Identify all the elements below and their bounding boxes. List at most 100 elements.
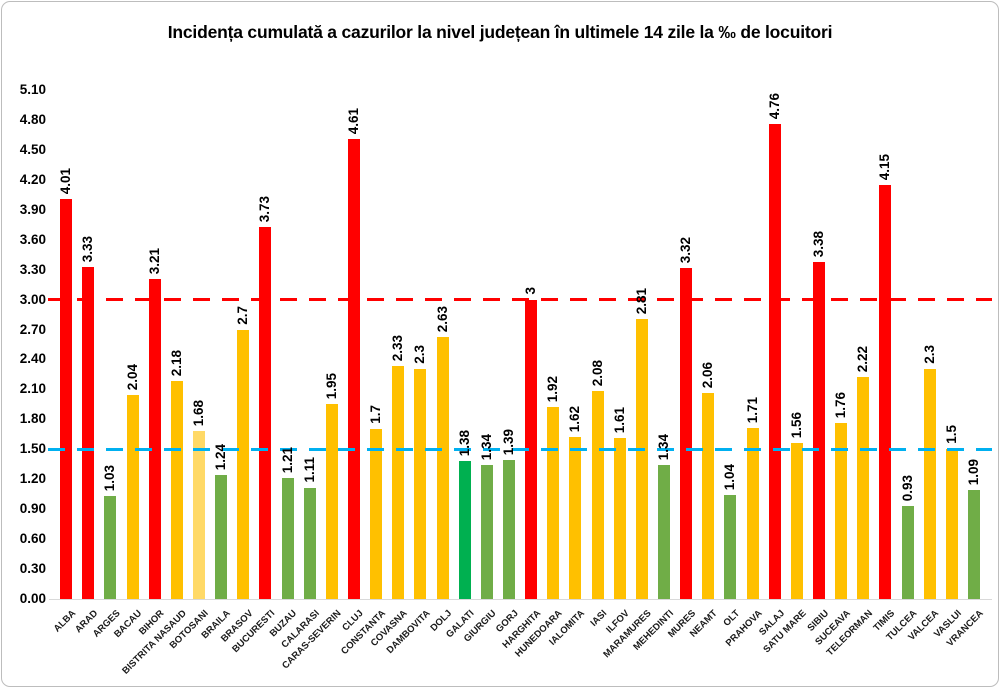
- bar-value-label: 2.18: [168, 349, 184, 376]
- blue-threshold-line: [48, 447, 992, 451]
- bar-value-label: 1.71: [744, 396, 760, 423]
- y-tick-label: 2.40: [19, 351, 46, 367]
- x-axis-label: MURES: [665, 608, 698, 641]
- y-tick-label: 4.20: [19, 171, 46, 187]
- bar-value-label: 1.21: [279, 446, 295, 473]
- bar-value-label: 3.21: [146, 247, 162, 274]
- x-axis-label: DAMBOVITA: [384, 608, 433, 656]
- bar: [126, 395, 139, 599]
- bar-value-label: 1.34: [478, 433, 494, 460]
- bar: [547, 407, 560, 599]
- x-axis-label: ALBA: [51, 608, 78, 635]
- bar-value-label: 2.3: [921, 345, 937, 364]
- x-axis-label: SALAJ: [756, 608, 787, 638]
- bar: [436, 337, 449, 599]
- bar: [635, 319, 648, 599]
- x-axis-label: ARGES: [90, 608, 123, 640]
- x-axis-label: SATU MARE: [761, 608, 809, 656]
- bar: [680, 268, 693, 599]
- bar-value-label: 2.81: [633, 287, 649, 314]
- bar: [480, 465, 493, 599]
- bar: [569, 437, 582, 599]
- chart-title: Incidența cumulată a cazurilor la nivel …: [167, 22, 833, 42]
- bar-value-label: 1.24: [213, 443, 229, 470]
- bar: [591, 391, 604, 599]
- y-tick-label: 3.90: [19, 201, 46, 217]
- bar: [901, 506, 914, 599]
- bar: [857, 377, 870, 599]
- x-axis-label: BIHOR: [137, 608, 167, 638]
- y-tick-label: 2.10: [19, 381, 46, 397]
- bar: [104, 496, 117, 599]
- bar: [392, 366, 405, 599]
- x-axis-label: HARGHITA: [500, 608, 543, 651]
- bar: [370, 429, 383, 599]
- bar-value-label: 2.7: [235, 306, 251, 325]
- x-axis-label: IALOMITA: [547, 608, 588, 648]
- x-axis-label: COVASNA: [369, 608, 410, 649]
- bar-value-label: 1.61: [611, 406, 627, 433]
- plot-area: 4.01 3.33 1.03 2.04 3.21 2.18 1.68 1.24 2.7 3.73 1…: [55, 90, 985, 599]
- bar-value-label: 1.34: [655, 433, 671, 460]
- bar-value-label: 1.62: [567, 405, 583, 432]
- bar: [657, 465, 670, 599]
- x-axis-label: VALCEA: [906, 608, 942, 643]
- bar: [215, 475, 228, 599]
- bar-value-label: 2.04: [124, 363, 140, 390]
- x-axis-label: SIBIU: [805, 608, 831, 634]
- bar: [60, 199, 73, 599]
- x-axis-baseline: [49, 599, 992, 600]
- x-axis-label: CALARASI: [278, 608, 322, 651]
- bar: [746, 428, 759, 599]
- red-threshold-line: [48, 298, 992, 302]
- bar: [259, 227, 272, 599]
- bar: [702, 393, 715, 599]
- bar: [812, 262, 825, 599]
- x-axis-label: BACAU: [112, 608, 145, 641]
- bar: [724, 495, 737, 599]
- y-tick-label: 0.30: [19, 561, 46, 577]
- x-axis-label: VRANCEA: [944, 608, 986, 650]
- bar-value-label: 1.5: [943, 425, 959, 444]
- bar-value-label: 1.09: [965, 458, 981, 485]
- bar-value-label: 1.38: [456, 429, 472, 456]
- bar: [502, 460, 515, 599]
- y-tick-label: 0.90: [19, 501, 46, 517]
- x-axis-label: CARAS-SEVERIN: [280, 608, 344, 672]
- bar-value-label: 1.76: [833, 391, 849, 418]
- bar: [414, 369, 427, 599]
- bar: [237, 330, 250, 599]
- bar: [82, 267, 95, 599]
- y-tick-label: 4.80: [19, 111, 46, 127]
- bar: [835, 423, 848, 599]
- bar: [170, 381, 183, 599]
- y-tick-label: 4.50: [19, 141, 46, 157]
- x-axis-label: BRASOV: [218, 608, 255, 645]
- bar-value-label: 3: [523, 287, 539, 295]
- y-tick-label: 3.60: [19, 231, 46, 247]
- bar: [458, 461, 471, 599]
- bar-value-label: 2.63: [434, 305, 450, 332]
- bar-value-label: 1.68: [190, 399, 206, 426]
- bar: [879, 185, 892, 599]
- y-tick-label: 0.60: [19, 531, 46, 547]
- x-axis-label: TELEORMAN: [824, 608, 875, 659]
- x-axis-label: PRAHOVA: [723, 608, 765, 649]
- x-axis-label: ILFOV: [603, 608, 632, 636]
- bar: [790, 443, 803, 599]
- bar: [923, 369, 936, 599]
- bar: [945, 449, 958, 599]
- bar-value-label: 1.39: [500, 428, 516, 455]
- x-axis-label: OLT: [721, 608, 743, 629]
- y-tick-label: 3.30: [19, 261, 46, 277]
- y-tick-label: 1.80: [19, 411, 46, 427]
- bar-value-label: 1.11: [301, 457, 317, 483]
- bar-value-label: 2.08: [589, 359, 605, 386]
- bar: [967, 490, 980, 599]
- bar: [768, 124, 781, 599]
- x-axis-label: BISTRITA NASAUD: [119, 608, 189, 677]
- bar-value-label: 1.56: [788, 411, 804, 438]
- x-axis-label: NEAMT: [688, 608, 720, 640]
- bar-value-label: 1.92: [545, 375, 561, 402]
- y-tick-label: 1.20: [19, 471, 46, 487]
